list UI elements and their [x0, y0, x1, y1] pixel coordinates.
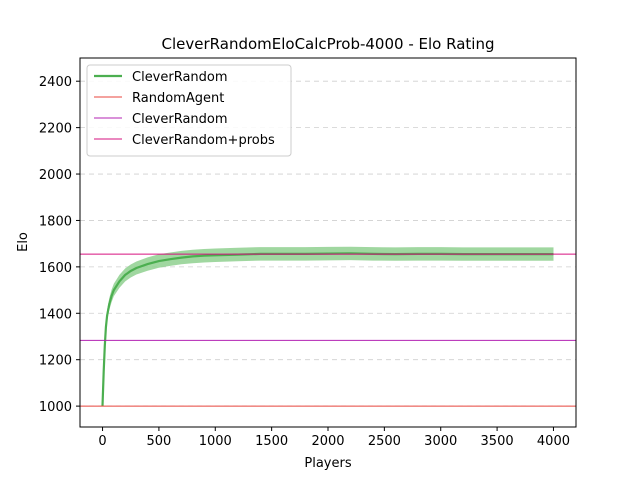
- chart-title: CleverRandomEloCalcProb-4000 - Elo Ratin…: [162, 35, 495, 53]
- x-tick-label-3000: 3000: [424, 434, 457, 449]
- y-axis-ticks: 1000 1200 1400 1600 1800 2000 2200 2400: [39, 75, 80, 415]
- y-tick-label-1000: 1000: [39, 400, 72, 415]
- legend-entry-2: CleverRandom: [132, 112, 228, 127]
- series-layer: [80, 246, 576, 407]
- x-tick-label-2000: 2000: [311, 434, 344, 449]
- y-tick-label-1200: 1200: [39, 354, 72, 369]
- y-tick-label-1600: 1600: [39, 261, 72, 276]
- legend-entry-0: CleverRandom: [132, 70, 228, 85]
- x-tick-label-4000: 4000: [537, 434, 570, 449]
- x-tick-label-500: 500: [146, 434, 171, 449]
- y-tick-label-1400: 1400: [39, 307, 72, 322]
- y-axis-label: Elo: [16, 232, 31, 252]
- legend-box: [86, 64, 292, 157]
- x-tick-label-1000: 1000: [199, 434, 232, 449]
- x-axis-label: Players: [304, 456, 351, 471]
- y-tick-label-1800: 1800: [39, 214, 72, 229]
- y-tick-label-2000: 2000: [39, 168, 72, 183]
- y-tick-label-2200: 2200: [39, 122, 72, 137]
- legend-entry-1: RandomAgent: [132, 91, 224, 106]
- x-tick-label-0: 0: [98, 434, 106, 449]
- y-tick-label-2400: 2400: [39, 75, 72, 90]
- series-band-0: [102, 246, 554, 407]
- x-tick-label-2500: 2500: [368, 434, 401, 449]
- legend: CleverRandom RandomAgent CleverRandom Cleve…: [86, 64, 292, 157]
- x-tick-label-3500: 3500: [481, 434, 514, 449]
- series-line-0: [101, 252, 554, 407]
- x-tick-label-1500: 1500: [255, 434, 288, 449]
- x-axis-ticks: 0 500 1000 1500 2000 2500 3000 3500 4000: [98, 427, 570, 449]
- legend-entry-3: CleverRandom+probs: [132, 133, 275, 148]
